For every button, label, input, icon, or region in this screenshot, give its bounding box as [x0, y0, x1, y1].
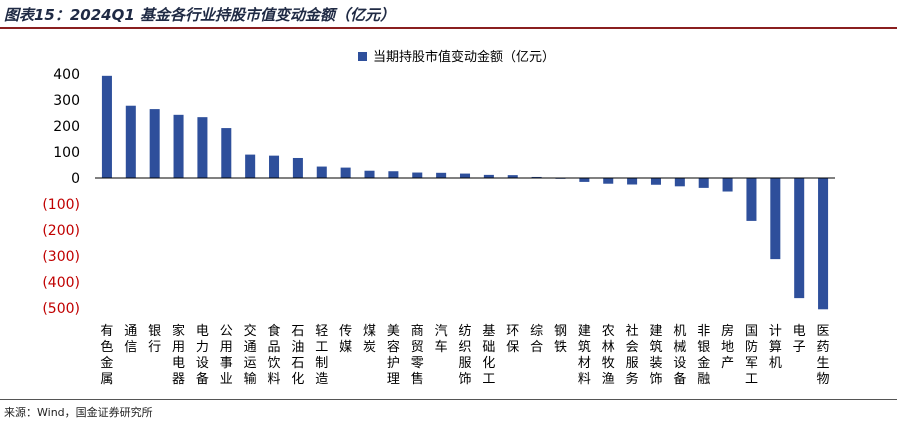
category-label: 轻工制造: [315, 324, 328, 387]
bar-chart: 当期持股市值变动金额（亿元） 400 300 200 100 0 (100) (200) (3…: [42, 49, 835, 387]
bar-13: [412, 172, 423, 178]
category-label: 房地产: [721, 323, 734, 371]
category-label: 国防军工: [745, 324, 758, 387]
category-label: 电子: [793, 324, 806, 355]
bar-26: [722, 178, 733, 192]
y-tick-label: 400: [53, 67, 80, 83]
category-label: 通信: [124, 324, 137, 355]
bar-0: [101, 75, 112, 178]
title-bar: 图表15：2024Q1 基金各行业持股市值变动金额（亿元）: [0, 0, 897, 30]
bar-17: [507, 175, 518, 178]
category-label: 医药生物: [817, 324, 830, 387]
y-tick-label: (400): [42, 275, 80, 291]
legend-swatch: [358, 52, 367, 61]
category-label: 汽车: [435, 324, 448, 355]
bar-7: [269, 155, 280, 178]
bar-24: [674, 178, 685, 187]
category-label: 综合: [530, 324, 543, 355]
bar-21: [603, 178, 614, 184]
y-tick-label: (300): [42, 249, 80, 265]
bar-9: [316, 166, 327, 178]
bar-11: [364, 170, 375, 178]
category-label: 机械设备: [673, 324, 686, 387]
category-label: 美容护理: [387, 324, 400, 387]
y-tick-label: 200: [53, 119, 80, 135]
y-tick-label: (500): [42, 301, 80, 317]
bar-10: [340, 167, 351, 178]
category-label: 非银金融: [697, 324, 710, 387]
category-label: 计算机: [769, 324, 782, 371]
legend: 当期持股市值变动金额（亿元）: [358, 49, 555, 65]
bar-14: [436, 172, 447, 178]
category-label: 建筑装饰: [649, 324, 662, 387]
y-tick-label: 0: [71, 171, 80, 187]
bar-12: [388, 171, 399, 178]
bar-15: [459, 173, 471, 178]
bar-28: [770, 178, 781, 260]
category-label: 公用事业: [220, 324, 233, 387]
category-label: 社会服务: [626, 323, 639, 387]
bars: [101, 75, 829, 310]
category-label: 食品饮料: [268, 323, 281, 387]
title-rule: [0, 27, 897, 29]
bar-27: [746, 178, 757, 221]
bar-4: [197, 117, 208, 178]
bar-30: [818, 178, 829, 310]
legend-label: 当期持股市值变动金额（亿元）: [373, 49, 555, 65]
category-label: 传媒: [339, 324, 352, 355]
figure-title: 图表15：2024Q1 基金各行业持股市值变动金额（亿元）: [4, 6, 396, 24]
bar-1: [125, 105, 136, 178]
category-label: 钢铁: [554, 324, 567, 355]
bar-6: [245, 154, 256, 178]
category-label: 环保: [506, 324, 519, 355]
category-label: 有色金属: [100, 324, 113, 387]
y-tick-label: 100: [53, 145, 80, 161]
y-tick-label: 300: [53, 93, 80, 109]
category-label: 纺织服饰: [458, 324, 471, 387]
bar-5: [221, 128, 232, 178]
bar-2: [149, 109, 160, 178]
y-tick-label: (200): [42, 223, 80, 239]
bar-20: [579, 178, 590, 182]
category-label: 建筑材料: [578, 324, 591, 387]
category-label: 电力设备: [196, 324, 209, 387]
footer-rule: [0, 399, 897, 400]
x-axis-labels: 有色金属通信银行家用电器电力设备公用事业交通运输食品饮料石油石化轻工制造传媒煤炭…: [100, 323, 829, 387]
category-label: 基础化工: [482, 324, 495, 387]
bar-3: [173, 114, 184, 178]
category-label: 石油石化: [291, 324, 304, 387]
category-label: 商贸零售: [411, 324, 424, 387]
bar-18: [531, 176, 542, 178]
bar-25: [698, 178, 709, 188]
bar-23: [650, 178, 661, 185]
category-label: 交通运输: [244, 323, 257, 387]
bar-29: [794, 178, 805, 299]
bar-16: [483, 174, 494, 178]
source-note: 来源：Wind，国金证券研究所: [4, 406, 153, 419]
y-axis: 400 300 200 100 0 (100) (200) (300) (400) (500): [42, 67, 80, 317]
category-label: 银行: [148, 324, 161, 355]
category-label: 家用电器: [172, 323, 185, 387]
category-label: 煤炭: [363, 324, 376, 355]
bar-22: [627, 178, 638, 185]
y-tick-label: (100): [42, 197, 80, 213]
bar-8: [292, 157, 303, 178]
category-label: 农林牧渔: [602, 324, 615, 387]
